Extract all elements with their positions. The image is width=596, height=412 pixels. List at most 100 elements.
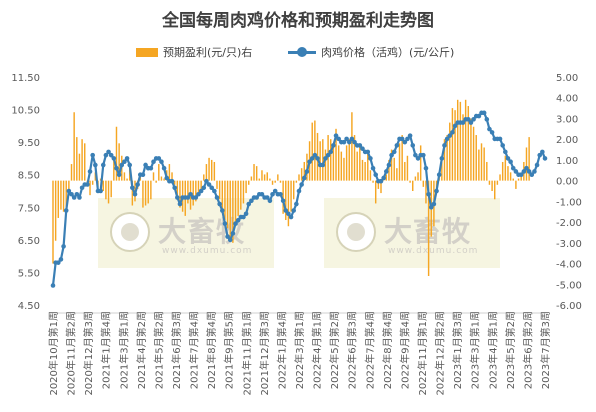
profit-bar — [277, 174, 279, 181]
profit-bar — [81, 139, 83, 181]
price-point — [286, 211, 291, 217]
price-point — [188, 191, 193, 197]
profit-bar — [173, 180, 176, 185]
price-point — [439, 156, 445, 161]
profit-bar — [216, 180, 218, 189]
x-tick-label: 2021年6月第3周 — [170, 311, 183, 389]
profit-bar — [385, 174, 388, 181]
profit-bar — [441, 157, 443, 181]
y-left-tick-label: 10.50 — [11, 106, 40, 117]
price-point — [217, 201, 222, 207]
profit-bar — [507, 166, 509, 181]
price-point — [505, 156, 511, 161]
profit-bar — [76, 137, 78, 181]
legend-item-profit: 预期盈利(元/只)右 — [136, 44, 252, 60]
price-point — [373, 172, 379, 178]
price-point — [198, 188, 204, 194]
profit-bar — [197, 180, 200, 194]
price-point — [93, 162, 98, 168]
y-left-tick-label: 8.50 — [18, 171, 40, 182]
profit-bar — [340, 151, 343, 181]
price-point — [513, 169, 519, 174]
price-point — [386, 162, 392, 168]
x-tick-label: 2021年9月第5周 — [223, 311, 236, 389]
profit-bar — [65, 180, 67, 208]
profit-bar — [274, 180, 276, 183]
y-right-tick-label: -5.00 — [556, 280, 582, 291]
price-point — [296, 188, 302, 194]
profit-bar — [91, 180, 94, 185]
profit-bar — [62, 180, 65, 212]
price-point — [66, 188, 72, 194]
profit-bar — [314, 120, 316, 181]
price-point — [468, 120, 474, 125]
profit-bar — [255, 166, 258, 181]
profit-bar — [454, 110, 456, 181]
profit-bar — [491, 180, 493, 191]
profit-bar — [470, 118, 472, 181]
profit-bar — [515, 180, 517, 189]
price-point — [122, 159, 127, 164]
x-tick-label: 2023年1月第3周 — [451, 311, 464, 389]
price-point — [510, 165, 516, 171]
price-point — [344, 136, 349, 142]
legend-label-profit: 预期盈利(元/只)右 — [163, 46, 253, 59]
profit-bar — [298, 174, 300, 181]
price-point — [476, 113, 482, 119]
price-point — [508, 159, 513, 164]
price-point — [336, 136, 341, 142]
price-point — [540, 149, 545, 155]
profit-bar — [449, 122, 451, 181]
price-point — [452, 123, 458, 129]
price-point — [487, 126, 492, 132]
profit-bar — [158, 164, 160, 181]
price-point — [225, 234, 230, 239]
profit-bar — [398, 143, 401, 181]
profit-bar — [427, 180, 430, 276]
price-point — [241, 214, 246, 220]
profit-bar — [348, 139, 350, 181]
profit-bar — [213, 161, 216, 181]
y-right-tick-label: -6.00 — [556, 301, 582, 312]
y-right-tick-label: -2.00 — [556, 218, 582, 229]
profit-bar — [113, 157, 115, 181]
profit-bar — [494, 180, 496, 200]
price-point — [127, 162, 133, 168]
y-right-tick-label: 0.00 — [556, 177, 578, 188]
profit-bar — [200, 180, 202, 191]
price-point — [214, 195, 220, 200]
price-point — [532, 169, 537, 174]
profit-bar — [356, 151, 358, 181]
price-point — [405, 136, 410, 142]
price-point — [254, 195, 259, 200]
price-point — [243, 211, 249, 217]
x-tick-label: 2021年8月第4周 — [205, 311, 218, 389]
x-tick-label: 2023年6月第2周 — [521, 311, 534, 389]
price-point — [98, 188, 103, 194]
price-point — [55, 260, 61, 265]
price-point — [349, 136, 355, 142]
profit-bar — [242, 180, 245, 204]
chart-title: 全国每周肉鸡价格和预期盈利走势图 — [162, 11, 434, 31]
y-right-tick-label: 2.00 — [556, 135, 578, 146]
price-point — [71, 195, 77, 200]
profit-bar — [147, 180, 149, 204]
profit-bar — [290, 180, 292, 212]
profit-bar — [311, 122, 313, 181]
profit-bar — [353, 135, 356, 181]
price-point — [365, 149, 371, 155]
price-point — [315, 156, 320, 161]
price-point — [267, 198, 273, 204]
profit-bar — [306, 153, 308, 181]
price-point — [484, 117, 490, 122]
price-point — [389, 152, 394, 158]
price-point — [465, 117, 471, 122]
y-right-tick-label: 1.00 — [556, 156, 578, 167]
y-left-tick-label: 4.50 — [18, 301, 40, 312]
profit-bar — [224, 180, 226, 221]
profit-bar — [115, 126, 118, 181]
profit-bar — [229, 180, 231, 239]
profit-bar — [292, 180, 295, 200]
price-point — [283, 208, 289, 213]
price-point — [185, 195, 191, 200]
